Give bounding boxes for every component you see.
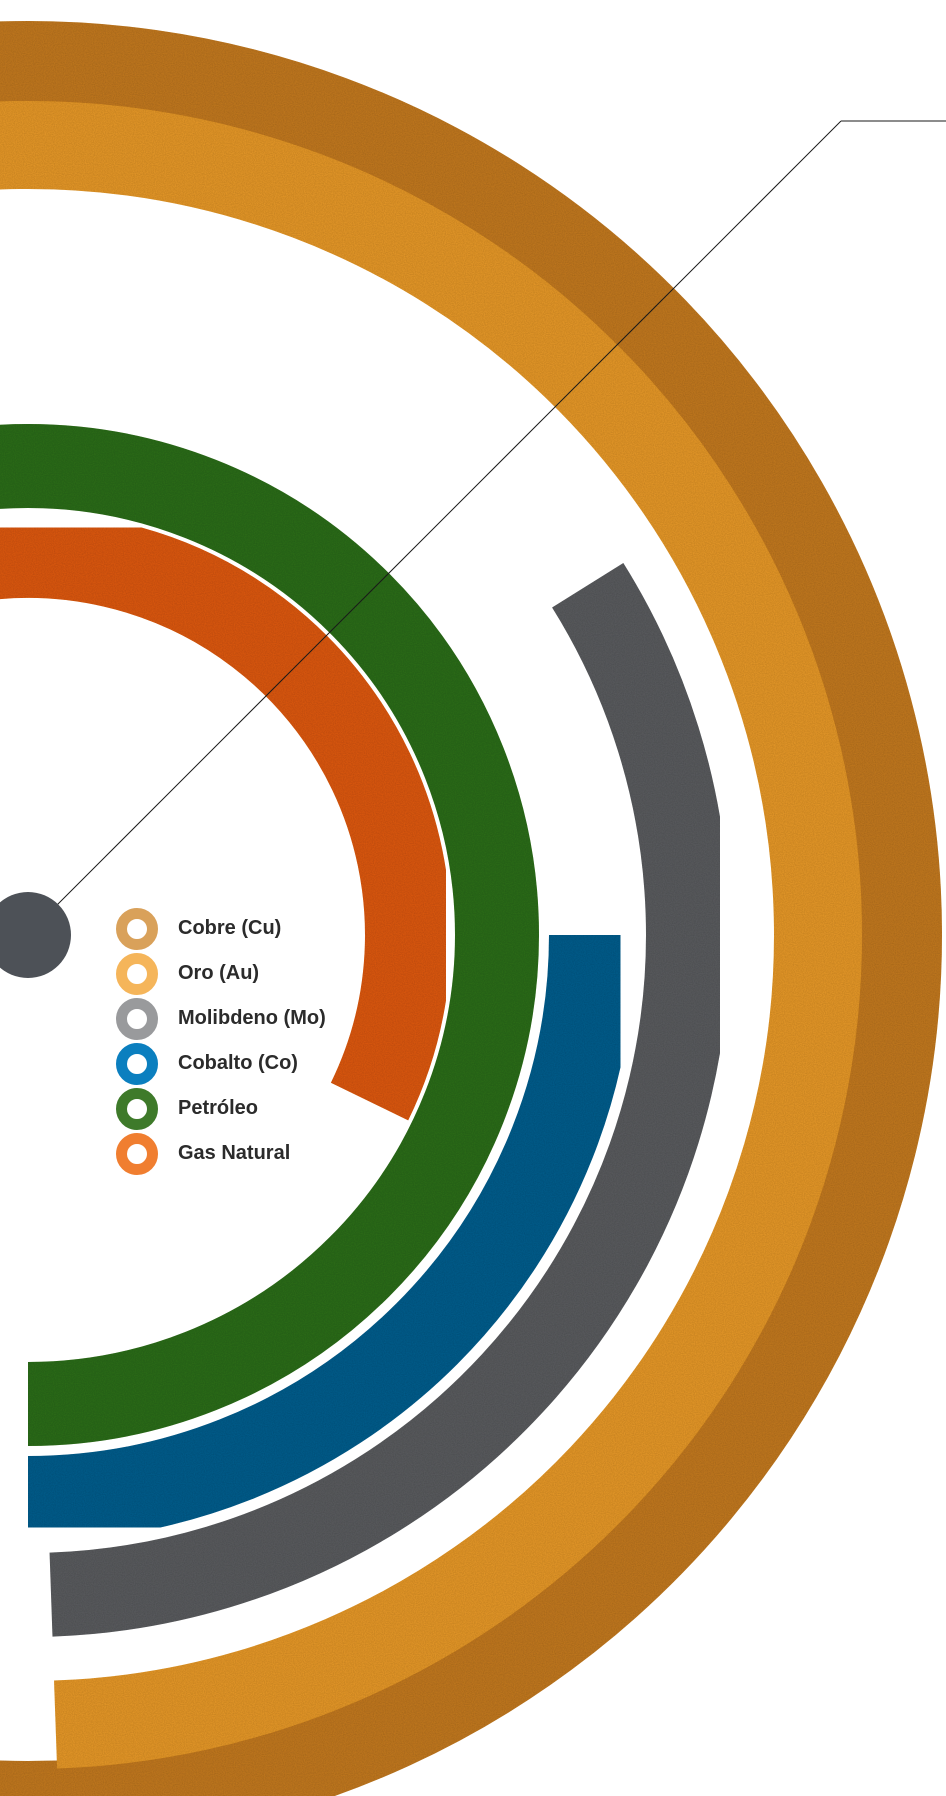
legend-label: Petróleo: [178, 1097, 259, 1119]
legend-item-molibdeno: Molibdeno (Mo): [116, 996, 326, 1041]
legend-ring-icon: [116, 952, 158, 995]
legend-item-oro: Oro (Au): [116, 951, 326, 996]
legend-ring-icon: [116, 907, 158, 950]
legend-item-petroleo: Petróleo: [116, 1086, 326, 1131]
legend-label: Cobre (Cu): [178, 917, 282, 939]
legend: Cobre (Cu) Oro (Au) Molibdeno (Mo) Cobal…: [116, 906, 326, 1176]
legend-item-cobalto: Cobalto (Co): [116, 1041, 326, 1086]
arc-cobre-cu: [0, 21, 942, 1796]
legend-label: Molibdeno (Mo): [178, 1007, 326, 1029]
legend-label: Cobalto (Co): [178, 1052, 298, 1074]
legend-ring-icon: [116, 1087, 158, 1130]
legend-label: Gas Natural: [178, 1142, 291, 1164]
arc-oro-au: [0, 101, 862, 1769]
legend-ring-icon: [116, 1042, 158, 1085]
arc-layer: [0, 21, 942, 1796]
arc-petr-leo: [0, 424, 539, 1446]
center-dot: [0, 892, 71, 978]
arc-gas-natural: [0, 512, 451, 1121]
legend-label: Oro (Au): [178, 962, 260, 984]
leader-line: [55, 120, 842, 907]
legend-ring-icon: [116, 1132, 158, 1175]
legend-item-gas-natural: Gas Natural: [116, 1131, 326, 1176]
legend-ring-icon: [116, 997, 158, 1040]
arc-cobalto-co: [27, 934, 635, 1542]
legend-item-cobre: Cobre (Cu): [116, 906, 326, 951]
arc-molibdeno-mo: [49, 563, 730, 1637]
